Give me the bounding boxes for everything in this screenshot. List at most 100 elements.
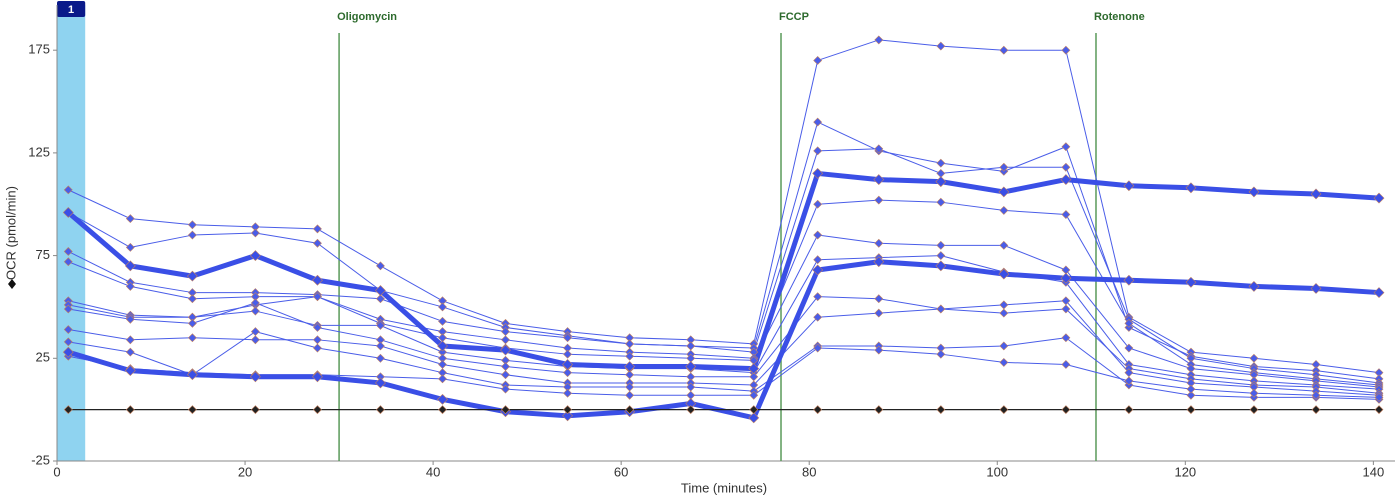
point — [313, 323, 322, 332]
point — [187, 405, 197, 415]
point — [813, 56, 823, 65]
point — [563, 368, 572, 378]
point — [874, 405, 884, 415]
point — [999, 341, 1009, 351]
series-line — [68, 39, 1380, 374]
point — [250, 327, 260, 337]
x-tick-label: 120 — [1174, 464, 1196, 479]
series-line — [68, 300, 1380, 396]
point — [874, 345, 884, 355]
point — [936, 251, 946, 261]
point — [313, 224, 322, 234]
series-line — [68, 121, 1380, 380]
point — [250, 228, 260, 238]
point — [999, 308, 1009, 318]
legend-icon — [8, 279, 16, 289]
point — [1311, 390, 1321, 400]
point — [1124, 343, 1134, 353]
point — [501, 335, 510, 345]
band-tag — [57, 1, 86, 17]
point — [686, 341, 696, 351]
point — [500, 344, 511, 356]
point — [1373, 192, 1385, 204]
x-tick-label: 60 — [614, 464, 628, 479]
injection-label: FCCP — [779, 11, 809, 23]
point — [563, 388, 572, 398]
point — [438, 316, 447, 326]
point — [1060, 272, 1072, 284]
point — [562, 359, 573, 370]
point — [1123, 274, 1135, 286]
point — [63, 337, 73, 347]
point — [187, 333, 197, 343]
time-band — [57, 5, 86, 461]
series-line — [68, 148, 1380, 384]
point — [125, 347, 135, 357]
point — [748, 412, 760, 424]
series-line — [68, 199, 1380, 386]
point — [186, 369, 198, 381]
point — [438, 405, 447, 415]
point — [1061, 333, 1071, 343]
point — [375, 377, 386, 389]
x-tick-label: 140 — [1363, 464, 1385, 479]
point — [1061, 296, 1071, 306]
point — [563, 349, 572, 359]
point — [125, 242, 135, 252]
point — [63, 405, 73, 415]
point — [501, 370, 510, 380]
y-tick-label: 175 — [28, 42, 50, 57]
point — [936, 41, 946, 51]
point — [438, 302, 447, 312]
point — [1249, 388, 1259, 398]
point — [1248, 186, 1260, 198]
point — [1061, 304, 1071, 314]
point — [813, 230, 823, 240]
point — [935, 176, 947, 188]
point — [999, 357, 1009, 367]
point — [63, 325, 73, 334]
point — [998, 268, 1010, 280]
point — [313, 238, 322, 248]
point — [125, 405, 135, 415]
x-tick-label: 100 — [986, 464, 1008, 479]
point — [813, 405, 823, 415]
point — [376, 294, 385, 304]
point — [1124, 318, 1134, 328]
x-tick-label: 20 — [238, 464, 252, 479]
point — [999, 405, 1009, 415]
point — [625, 405, 635, 415]
point — [874, 35, 884, 45]
point — [376, 321, 385, 330]
point — [624, 361, 636, 372]
point — [1186, 405, 1196, 415]
series-line — [68, 331, 1380, 400]
point — [874, 144, 884, 154]
point — [813, 146, 823, 156]
band-label: 1 — [68, 4, 74, 16]
point — [437, 340, 448, 352]
point — [1185, 276, 1197, 288]
point — [999, 162, 1009, 172]
x-tick-label: 0 — [53, 464, 60, 479]
point — [437, 393, 448, 405]
injection-label: Oligomycin — [337, 11, 397, 23]
point — [1123, 180, 1135, 192]
y-axis-label: OCR (pmol/min) — [3, 186, 18, 280]
point — [813, 255, 823, 265]
point — [1185, 182, 1197, 194]
point — [124, 260, 136, 272]
point — [936, 197, 946, 207]
point — [874, 195, 884, 205]
point — [1186, 390, 1196, 400]
point — [1124, 376, 1134, 386]
point — [1374, 392, 1384, 402]
point — [625, 390, 635, 400]
point — [1061, 162, 1071, 172]
point — [187, 230, 197, 240]
point — [1061, 210, 1071, 219]
point — [125, 314, 135, 324]
point — [563, 333, 572, 343]
series-line — [68, 234, 1380, 388]
point — [187, 294, 197, 304]
